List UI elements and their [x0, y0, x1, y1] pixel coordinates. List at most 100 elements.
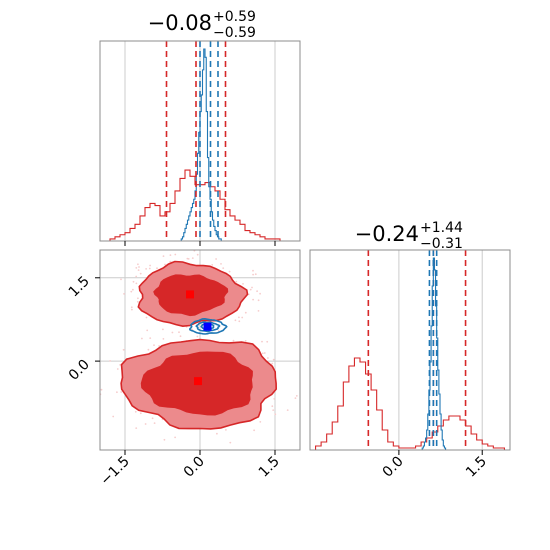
- sample-point: [286, 409, 289, 411]
- sample-point: [222, 267, 225, 269]
- sample-point: [144, 423, 147, 425]
- sample-point: [178, 331, 180, 334]
- sample-point: [272, 409, 275, 411]
- panel-bottom-left: −1.5 0.0 1.5 1.5 0.0: [66, 249, 301, 489]
- sample-point: [139, 272, 142, 275]
- sample-point: [145, 268, 148, 270]
- sample-point: [229, 441, 232, 444]
- sample-point: [257, 299, 260, 302]
- sample-point: [141, 337, 143, 340]
- sample-point: [135, 267, 138, 269]
- sample-point: [220, 263, 222, 265]
- sample-point: [153, 422, 156, 424]
- sample-point: [272, 358, 275, 361]
- title-param2-lower: −0.31: [420, 236, 463, 252]
- sample-point: [267, 357, 269, 359]
- sample-point: [247, 293, 250, 296]
- sample-point: [112, 415, 115, 418]
- sample-point: [164, 263, 166, 266]
- x-tick-label: 1.5: [463, 454, 490, 481]
- sample-point: [238, 316, 240, 319]
- sample-point: [116, 391, 118, 394]
- sample-point: [149, 337, 152, 339]
- sample-point: [151, 417, 154, 420]
- sample-point: [162, 338, 165, 340]
- sample-point: [139, 412, 142, 415]
- sample-point: [232, 339, 235, 342]
- sample-point: [131, 308, 133, 311]
- hist-step-red: [105, 169, 295, 242]
- sample-point: [254, 273, 257, 276]
- contour-level-blue: [195, 321, 221, 333]
- sample-point: [261, 340, 263, 343]
- sample-point: [135, 282, 138, 285]
- sample-point: [215, 258, 218, 260]
- sample-point: [273, 398, 276, 400]
- sample-point: [234, 319, 237, 322]
- sample-point: [158, 345, 161, 347]
- sample-point: [137, 297, 139, 300]
- sample-point: [252, 298, 255, 301]
- sample-point: [136, 300, 139, 303]
- contour-level-blue: [189, 317, 228, 335]
- sample-point: [119, 364, 121, 366]
- sample-point: [271, 405, 274, 408]
- sample-point: [259, 292, 261, 295]
- sample-point: [100, 388, 103, 391]
- x-tick-label: 1.5: [256, 454, 283, 481]
- title-param1-upper: +0.59: [213, 9, 256, 25]
- sample-point: [228, 270, 231, 273]
- sample-point: [134, 410, 137, 413]
- sample-point: [145, 316, 148, 319]
- title-param1-value: −0.08: [148, 11, 212, 35]
- sample-point: [162, 328, 164, 331]
- hist-step-blue: [421, 257, 447, 451]
- sample-point: [130, 290, 133, 293]
- sample-point: [294, 397, 297, 399]
- sample-point: [147, 348, 150, 351]
- sample-point: [191, 257, 194, 259]
- y-tick-label: 0.0: [66, 357, 93, 384]
- title-param1-lower: −0.59: [213, 25, 256, 41]
- sample-point: [249, 288, 252, 291]
- sample-point: [244, 311, 247, 314]
- sample-point: [196, 335, 199, 338]
- sample-point: [123, 293, 125, 295]
- x-tick-label: 0.0: [380, 454, 407, 481]
- sample-point: [162, 255, 165, 257]
- sample-point: [148, 267, 151, 270]
- sample-point: [135, 275, 138, 278]
- sample-point: [225, 429, 227, 431]
- sample-point: [274, 413, 277, 416]
- sample-point: [137, 269, 140, 271]
- sample-point: [266, 340, 269, 343]
- sample-point: [130, 306, 133, 309]
- sample-point: [109, 360, 111, 362]
- y-tick-label: 1.5: [66, 273, 93, 300]
- title-param2-upper: +1.44: [420, 220, 463, 236]
- sample-point: [252, 269, 254, 272]
- sample-point: [196, 253, 199, 256]
- sample-point: [174, 436, 177, 439]
- sample-point: [256, 290, 258, 293]
- sample-point: [253, 429, 256, 432]
- sample-point: [122, 348, 125, 351]
- sample-point: [271, 362, 274, 365]
- title-param2-value: −0.24: [355, 222, 419, 246]
- sample-point: [295, 395, 298, 397]
- sample-point: [120, 278, 122, 281]
- sample-point: [132, 288, 134, 291]
- sample-point: [261, 352, 264, 355]
- sample-point: [263, 352, 266, 354]
- sample-point: [252, 273, 255, 276]
- panel-top-left: [99, 40, 301, 246]
- x-tick-label: −1.5: [97, 454, 132, 489]
- sample-point: [171, 331, 174, 334]
- hist-step-blue: [175, 48, 223, 242]
- sample-point: [132, 280, 135, 283]
- panel-bottom-right: 0.0 1.5: [309, 249, 511, 481]
- sample-point: [251, 286, 253, 289]
- sample-point: [241, 316, 244, 319]
- sample-point: [135, 427, 138, 429]
